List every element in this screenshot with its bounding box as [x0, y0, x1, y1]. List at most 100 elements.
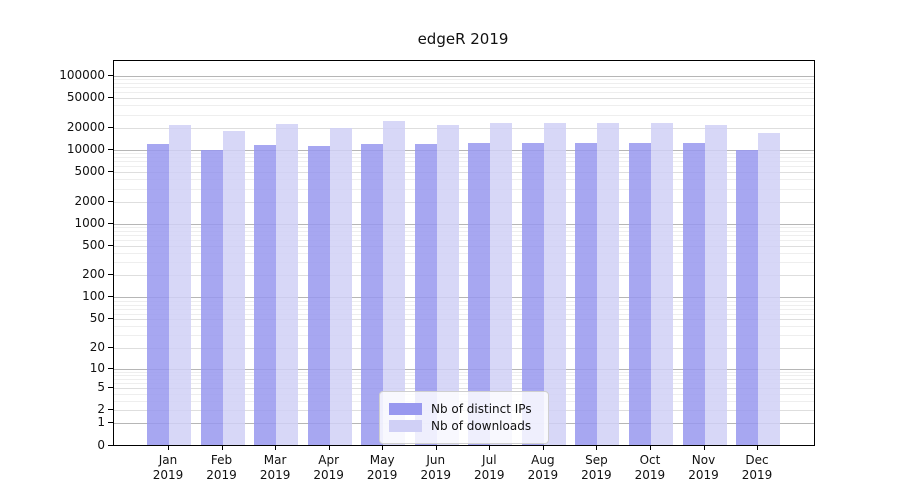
- legend: Nb of distinct IPs Nb of downloads: [379, 391, 549, 444]
- y-axis-tick-mark: [108, 318, 113, 320]
- y-axis-tick-mark: [108, 126, 113, 128]
- gridline: [114, 375, 814, 376]
- x-axis-tick-mark: [328, 445, 330, 450]
- gridline: [114, 153, 814, 155]
- y-axis-tick-mark: [108, 422, 113, 424]
- chart-title: edgeR 2019: [417, 30, 509, 48]
- bar-downloads: [169, 125, 191, 445]
- x-axis-tick-mark: [382, 445, 384, 450]
- gridline: [114, 262, 814, 264]
- gridline: [114, 76, 814, 77]
- gridline: [114, 179, 814, 181]
- y-axis-tick-label: 20: [89, 339, 105, 354]
- y-axis-tick-mark: [108, 245, 113, 246]
- plot-area: Nb of distinct IPs Nb of downloads: [113, 60, 815, 446]
- gridline: [114, 371, 814, 373]
- x-axis-tick-mark: [757, 445, 759, 450]
- gridline: [114, 388, 814, 389]
- x-axis-tick-label: Jun 2019: [420, 453, 452, 482]
- gridline: [114, 383, 814, 384]
- y-axis-tick-mark: [108, 200, 113, 202]
- y-axis-tick-mark: [108, 444, 113, 446]
- y-axis-tick-label: 2000: [74, 193, 105, 208]
- gridline: [114, 114, 814, 116]
- gridline: [114, 297, 814, 299]
- x-axis-tick-mark: [275, 445, 277, 450]
- gridline: [114, 230, 814, 232]
- x-axis-tick-label: Feb 2019: [206, 453, 237, 482]
- legend-item-downloads: Nb of downloads: [389, 419, 538, 433]
- gridline: [114, 79, 814, 81]
- y-axis-tick-mark: [108, 367, 113, 369]
- gridline: [114, 105, 814, 107]
- bar-downloads: [543, 123, 566, 445]
- y-axis-tick-label: 1: [97, 415, 105, 430]
- gridline: [114, 335, 814, 337]
- bar-distinct-ips: [361, 143, 384, 445]
- bar-distinct-ips: [575, 142, 598, 445]
- y-axis-tick-mark: [108, 296, 113, 298]
- gridline: [114, 300, 814, 302]
- y-axis-tick-label: 500: [82, 238, 105, 252]
- legend-swatch-distinct-ips: [389, 403, 422, 415]
- x-axis-tick-label: Jul 2019: [474, 453, 505, 482]
- bar-downloads: [490, 123, 513, 445]
- bar-distinct-ips: [147, 144, 169, 445]
- y-axis-tick-label: 10000: [66, 141, 105, 156]
- y-axis-tick-mark: [108, 274, 113, 276]
- y-axis-tick-label: 100000: [59, 68, 105, 82]
- x-axis-tick-label: Dec 2019: [741, 453, 773, 482]
- y-axis-tick-mark: [108, 97, 113, 99]
- gridline: [114, 188, 814, 190]
- legend-label-distinct-ips: Nb of distinct IPs: [431, 402, 532, 416]
- x-axis-tick-mark: [221, 445, 223, 450]
- y-axis-tick-mark: [108, 222, 113, 224]
- gridline: [114, 157, 814, 159]
- gridline: [114, 201, 814, 203]
- y-axis-tick-mark: [108, 346, 113, 348]
- gridline: [114, 246, 814, 247]
- bar-distinct-ips: [414, 144, 437, 445]
- y-axis-tick-mark: [108, 75, 113, 76]
- bar-downloads: [329, 127, 352, 445]
- bar-distinct-ips: [521, 143, 544, 445]
- gridline: [114, 87, 814, 89]
- x-axis-tick-label: Mar 2019: [259, 453, 291, 482]
- gridline: [114, 127, 814, 129]
- gridline: [114, 253, 814, 255]
- gridline: [114, 304, 814, 306]
- bar-distinct-ips: [200, 149, 223, 445]
- x-axis-tick-label: Oct 2019: [634, 453, 666, 482]
- x-axis-tick-label: Jan 2019: [152, 453, 184, 482]
- x-axis-tick-mark: [489, 445, 491, 450]
- x-axis-tick-mark: [649, 445, 651, 450]
- y-axis-tick-label: 5: [97, 380, 105, 394]
- gridline: [114, 313, 814, 315]
- gridline: [114, 240, 814, 242]
- bar-downloads: [758, 133, 780, 445]
- gridline: [114, 92, 814, 94]
- x-axis-tick-label: Nov 2019: [688, 453, 719, 482]
- bar-downloads: [651, 123, 673, 445]
- y-axis-tick-label: 200: [82, 267, 105, 282]
- y-axis-tick-label: 5000: [74, 164, 105, 179]
- gridline: [114, 326, 814, 328]
- y-axis-tick-label: 20000: [66, 119, 105, 134]
- y-axis-tick-label: 1000: [74, 215, 105, 230]
- gridline: [114, 347, 814, 349]
- bar-distinct-ips: [629, 143, 651, 445]
- gridline: [114, 319, 814, 321]
- gridline: [114, 161, 814, 163]
- x-axis-tick-mark: [542, 445, 544, 450]
- y-axis-tick-label: 50: [89, 311, 105, 326]
- y-axis-tick-label: 100: [82, 289, 105, 304]
- gridline: [114, 275, 814, 277]
- y-axis-tick-label: 0: [97, 437, 105, 452]
- bar-downloads: [222, 131, 245, 445]
- gridline: [114, 223, 814, 225]
- bar-distinct-ips: [736, 149, 758, 445]
- x-axis-tick-label: Sep 2019: [581, 453, 612, 482]
- gridline: [114, 378, 814, 380]
- x-axis-tick-mark: [168, 445, 169, 450]
